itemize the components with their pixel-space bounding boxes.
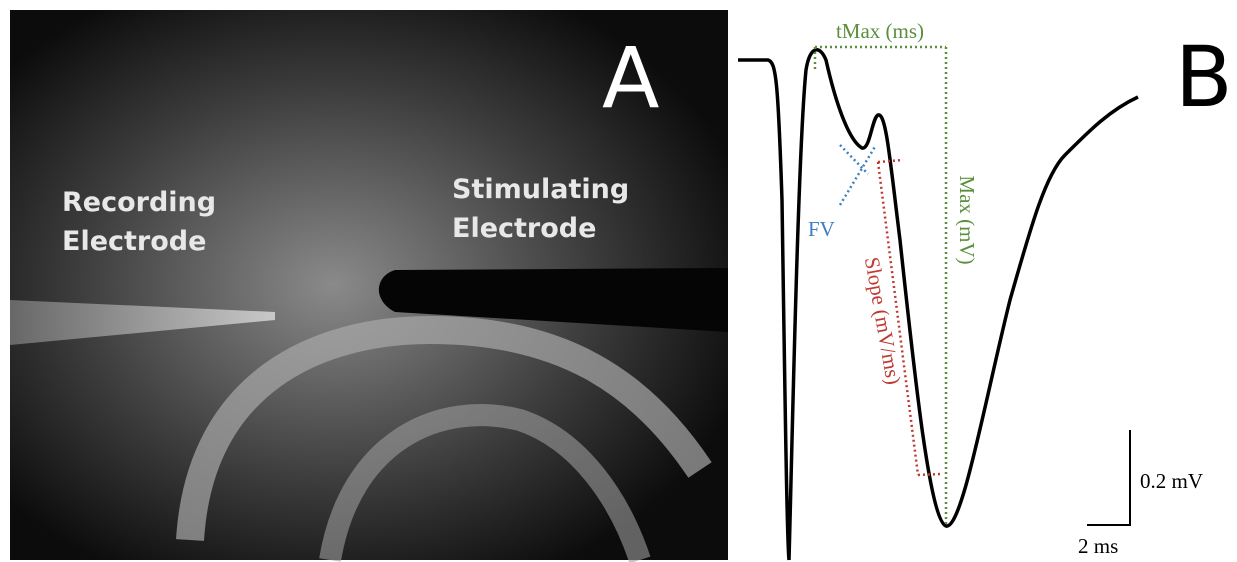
panel-b: tMax (ms) Max (mV) Slope (mV/ms) FV 0.2 … [738,19,1233,560]
panel-letter: B [1175,28,1233,126]
tmax-label: tMax (ms) [836,19,924,43]
stimulating-label-2: Electrode [452,213,596,244]
recording-label-2: Electrode [62,226,206,257]
scale-y-label: 0.2 mV [1140,469,1203,493]
max-label: Max (mV) [955,175,979,264]
recording-label-1: Recording [62,187,216,218]
fv-label: FV [808,217,835,241]
slope-tick-bottom [918,474,940,475]
trace [738,50,1138,560]
scale-x-label: 2 ms [1078,534,1118,558]
panel-a: Recording Electrode Stimulating Electrod… [10,10,728,560]
figure: Recording Electrode Stimulating Electrod… [0,0,1237,562]
panel-letter: A [602,29,659,127]
stimulating-label-1: Stimulating [452,174,629,205]
fv-line-a [840,145,876,205]
